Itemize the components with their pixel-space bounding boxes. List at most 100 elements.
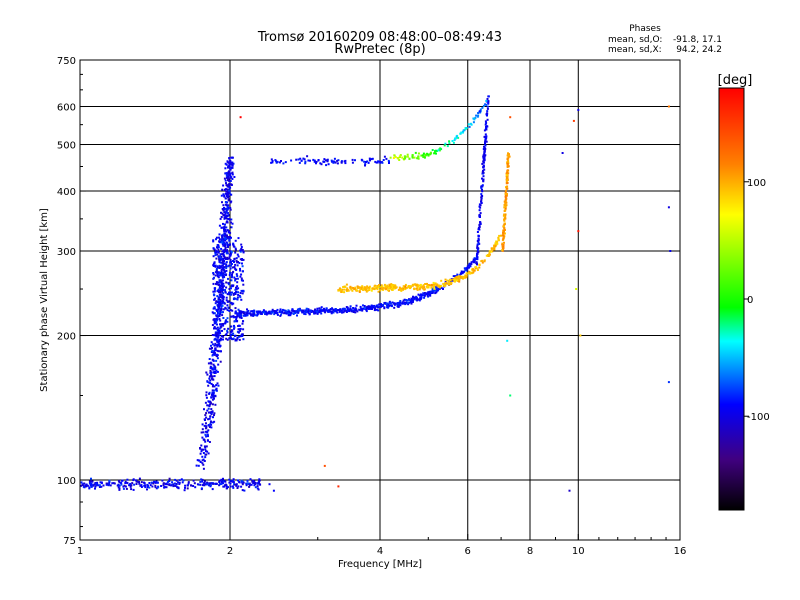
echo-point xyxy=(252,480,255,483)
echo-point xyxy=(217,350,220,353)
echo-point xyxy=(118,488,121,491)
echo-point xyxy=(275,310,278,313)
echo-point xyxy=(332,160,335,163)
echo-point xyxy=(105,482,108,485)
echo-point xyxy=(197,464,200,467)
echo-point xyxy=(506,161,509,164)
echo-point xyxy=(486,118,489,121)
echo-point xyxy=(218,327,221,330)
echo-point xyxy=(227,173,230,176)
echo-point xyxy=(227,244,229,247)
echo-point xyxy=(409,300,412,303)
echo-point xyxy=(237,308,240,311)
echo-point xyxy=(221,304,224,307)
echo-point xyxy=(389,287,392,290)
echo-point xyxy=(250,483,253,486)
echo-point xyxy=(342,286,345,288)
echo-point xyxy=(239,296,242,299)
echo-point xyxy=(241,483,244,486)
echo-point xyxy=(238,316,241,319)
echo-point xyxy=(424,153,427,156)
echo-point xyxy=(429,153,432,156)
echo-point xyxy=(503,217,506,220)
echo-point xyxy=(504,215,507,218)
echo-point xyxy=(329,308,332,311)
echo-point xyxy=(437,285,440,288)
echo-point xyxy=(423,296,426,299)
echo-point xyxy=(229,159,232,162)
echo-point xyxy=(212,351,215,354)
echo-point xyxy=(225,221,228,224)
echo-point xyxy=(211,354,214,357)
echo-point xyxy=(462,275,465,278)
echo-point xyxy=(215,268,218,270)
echo-point xyxy=(212,416,214,419)
echo-point xyxy=(208,377,211,380)
echo-point xyxy=(227,486,229,489)
echo-point xyxy=(345,289,348,291)
echo-point xyxy=(215,257,218,260)
echo-point xyxy=(222,249,225,252)
echo-point xyxy=(202,463,205,466)
echo-point xyxy=(234,338,237,341)
echo-point xyxy=(299,157,302,160)
echo-point xyxy=(241,333,244,336)
echo-point xyxy=(234,239,237,242)
echo-point xyxy=(504,201,507,204)
echo-point xyxy=(233,326,236,329)
echo-point xyxy=(483,149,486,152)
y-tick-label-75: 75 xyxy=(63,536,76,547)
echo-point xyxy=(388,285,391,288)
echo-point xyxy=(228,173,231,176)
echo-point xyxy=(204,446,207,449)
echo-point xyxy=(422,284,425,287)
echo-point xyxy=(491,247,494,250)
echo-point xyxy=(412,295,414,298)
echo-point xyxy=(436,288,439,291)
echo-point xyxy=(398,155,401,158)
echo-point xyxy=(242,283,245,286)
echo-point xyxy=(228,157,231,160)
echo-point xyxy=(333,157,336,160)
echo-point xyxy=(488,254,491,257)
echo-point xyxy=(349,285,352,288)
phase-stats-x-label: mean, sd,X: xyxy=(608,45,662,55)
echo-point xyxy=(480,185,483,188)
echo-point xyxy=(344,308,347,311)
echo-point xyxy=(224,249,227,252)
echo-point xyxy=(443,285,446,287)
echo-point xyxy=(219,259,222,262)
echo-point xyxy=(322,160,325,163)
echo-point xyxy=(374,307,376,310)
echo-point xyxy=(226,304,229,307)
echo-point xyxy=(380,286,383,289)
echo-point xyxy=(218,345,221,348)
echo-point xyxy=(452,141,455,144)
echo-point xyxy=(219,313,221,315)
echo-point xyxy=(218,260,221,263)
echo-point xyxy=(225,485,228,488)
echo-point xyxy=(502,232,505,234)
echo-point xyxy=(215,327,218,330)
echo-point xyxy=(217,246,220,249)
echo-point xyxy=(424,283,427,285)
echo-point xyxy=(216,357,219,360)
echo-point xyxy=(118,484,121,487)
echo-point xyxy=(476,262,478,265)
echo-point xyxy=(404,287,407,290)
echo-point xyxy=(250,314,253,317)
echo-point xyxy=(211,391,214,394)
echo-point xyxy=(195,464,198,467)
echo-point xyxy=(212,239,215,242)
echo-point xyxy=(486,98,489,100)
echo-point xyxy=(412,298,415,301)
echo-point xyxy=(256,313,259,316)
echo-point xyxy=(218,256,220,259)
echo-point xyxy=(391,284,394,287)
echo-point xyxy=(227,231,230,234)
echo-point xyxy=(232,486,235,489)
echo-point xyxy=(143,482,146,485)
echo-point xyxy=(394,285,397,288)
echo-point xyxy=(224,212,227,215)
echo-point xyxy=(212,272,215,274)
